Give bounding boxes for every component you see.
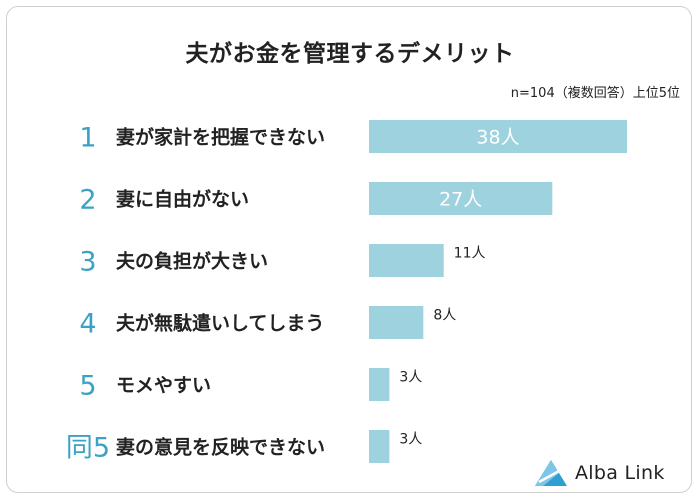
chart-title: 夫がお金を管理するデメリット [185, 41, 515, 67]
alba-link-logo: Alba Link [533, 458, 665, 488]
category-label: 夫の負担が大きい [116, 250, 268, 273]
rank-label: 2 [79, 185, 96, 216]
rank-label: 同5 [66, 433, 110, 464]
bar [369, 244, 444, 277]
category-label: 夫が無駄遣いしてしまう [116, 312, 324, 335]
sample-note: n=104（複数回答）上位5位 [510, 86, 680, 101]
brand-name: Alba Link [575, 462, 665, 484]
category-label: モメやすい [116, 375, 211, 397]
category-label: 妻の意見を反映できない [116, 436, 325, 459]
bar [369, 368, 390, 401]
bar [369, 182, 553, 215]
data-label: 8人 [433, 308, 456, 324]
alba-link-logo-icon [535, 460, 567, 486]
rank-label: 5 [79, 371, 96, 402]
bar [369, 120, 627, 153]
data-label: 3人 [399, 370, 422, 386]
card-frame [6, 6, 692, 493]
category-label: 妻に自由がない [116, 188, 249, 211]
data-label: 11人 [454, 246, 486, 262]
bar [369, 430, 390, 463]
data-label: 3人 [399, 432, 422, 448]
category-label: 妻が家計を把握できない [116, 126, 325, 149]
rank-label: 1 [79, 123, 96, 154]
bar [369, 306, 424, 339]
rank-label: 3 [79, 247, 96, 278]
rank-label: 4 [79, 309, 96, 340]
data-label: 27人 [439, 189, 482, 211]
data-label: 38人 [476, 127, 519, 149]
